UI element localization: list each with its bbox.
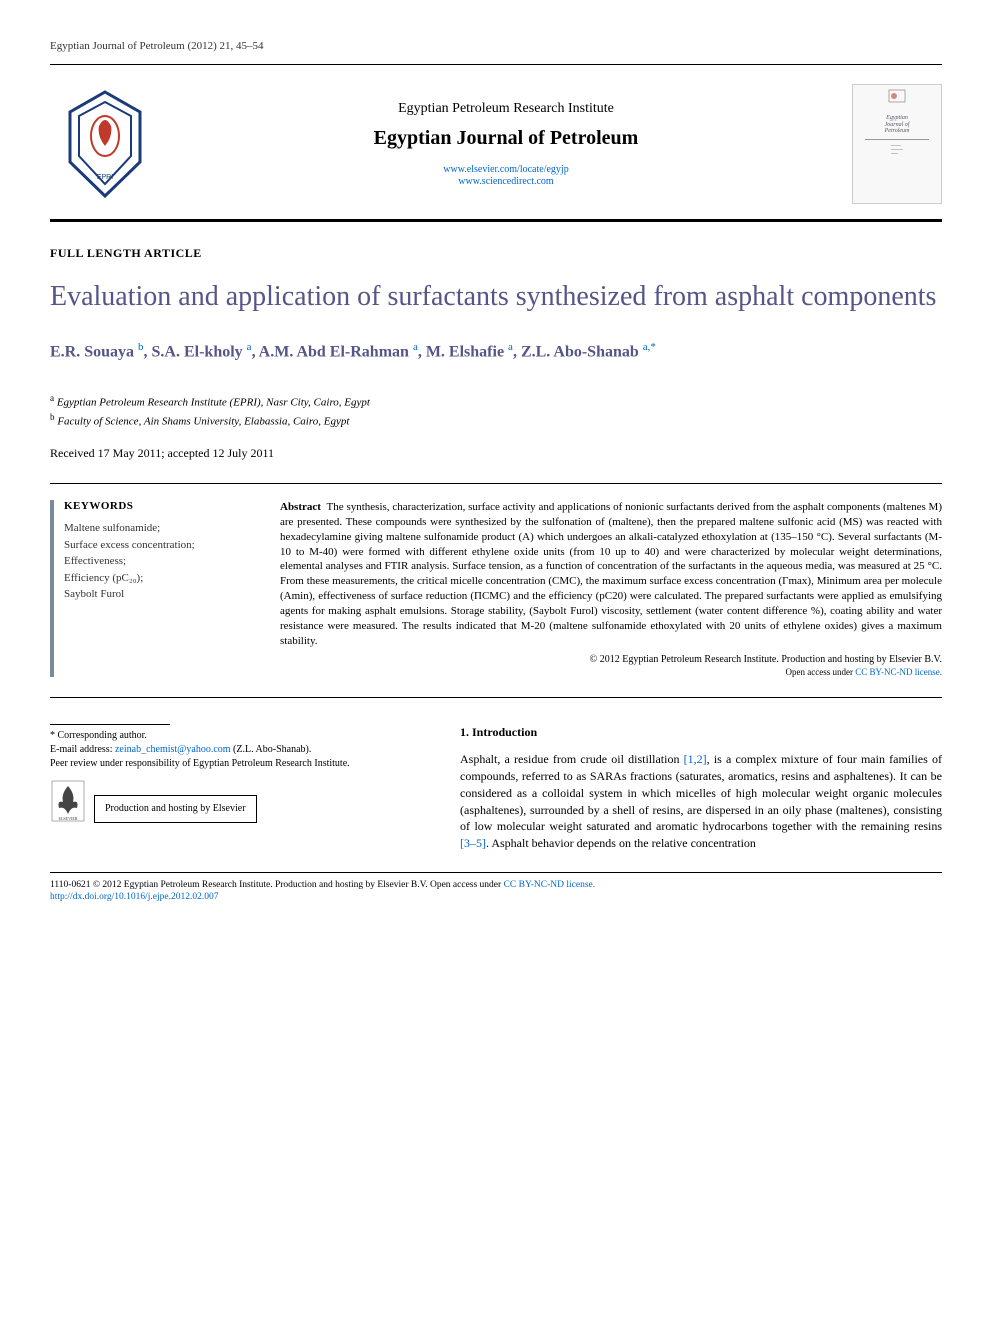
keywords-heading: KEYWORDS xyxy=(64,500,250,512)
journal-url-1[interactable]: www.elsevier.com/locate/egyjp xyxy=(178,164,834,175)
keywords-column: KEYWORDS Maltene sulfonamide;Surface exc… xyxy=(50,500,250,677)
journal-urls: www.elsevier.com/locate/egyjp www.scienc… xyxy=(178,164,834,187)
keywords-list: Maltene sulfonamide;Surface excess conce… xyxy=(64,520,250,603)
abstract-label: Abstract xyxy=(280,501,321,513)
cover-line-2: Journal of xyxy=(885,122,910,128)
ref-link-2[interactable]: [3–5] xyxy=(460,836,486,850)
journal-url-2[interactable]: www.sciencedirect.com xyxy=(178,176,834,187)
affiliations: a Egyptian Petroleum Research Institute … xyxy=(50,392,942,430)
bottom-section: * Corresponding author. E-mail address: … xyxy=(50,724,942,852)
license-link[interactable]: CC BY-NC-ND license. xyxy=(855,667,942,677)
epri-logo: EPRI xyxy=(50,79,160,209)
abstract-text: Abstract The synthesis, characterization… xyxy=(280,500,942,648)
peer-review-note: Peer review under responsibility of Egyp… xyxy=(50,757,430,771)
corresponding-email-line: E-mail address: zeinab_chemist@yahoo.com… xyxy=(50,743,430,757)
running-head: Egyptian Journal of Petroleum (2012) 21,… xyxy=(50,40,942,52)
corresponding-email[interactable]: zeinab_chemist@yahoo.com xyxy=(115,744,231,755)
footer-license-link[interactable]: CC BY-NC-ND license. xyxy=(504,880,596,890)
cover-line-3: Petroleum xyxy=(885,128,910,134)
abstract-license: Open access under CC BY-NC-ND license. xyxy=(280,667,942,677)
journal-title: Egyptian Journal of Petroleum xyxy=(178,127,834,150)
abstract-row: KEYWORDS Maltene sulfonamide;Surface exc… xyxy=(50,500,942,677)
thick-rule xyxy=(50,219,942,222)
svg-text:EPRI: EPRI xyxy=(97,174,113,181)
svg-text:ELSEVIER: ELSEVIER xyxy=(59,816,78,821)
authors-list: E.R. Souaya b, S.A. El-kholy a, A.M. Abd… xyxy=(50,340,942,364)
introduction-body: Asphalt, a residue from crude oil distil… xyxy=(460,751,942,852)
header-center: Egyptian Petroleum Research Institute Eg… xyxy=(178,101,834,188)
footer-text: 1110-0621 © 2012 Egyptian Petroleum Rese… xyxy=(50,879,942,904)
thin-rule-1 xyxy=(50,483,942,484)
hosting-text: Production and hosting by Elsevier xyxy=(105,802,246,816)
journal-cover-thumbnail: Egyptian Journal of Petroleum ━━━━━━━━━━… xyxy=(852,84,942,204)
top-rule xyxy=(50,64,942,65)
affiliation-b: Faculty of Science, Ain Shams University… xyxy=(57,416,349,428)
corresponding-block: * Corresponding author. E-mail address: … xyxy=(50,724,430,852)
abstract-body: The synthesis, characterization, surface… xyxy=(280,501,942,647)
introduction-column: 1. Introduction Asphalt, a residue from … xyxy=(460,724,942,852)
cover-line-1: Egyptian xyxy=(886,115,908,121)
journal-header: EPRI Egyptian Petroleum Research Institu… xyxy=(50,79,942,209)
corr-rule xyxy=(50,724,170,725)
institute-name: Egyptian Petroleum Research Institute xyxy=(178,101,834,117)
footer-rule xyxy=(50,872,942,873)
abstract-copyright: © 2012 Egyptian Petroleum Research Insti… xyxy=(280,654,942,665)
paper-title: Evaluation and application of surfactant… xyxy=(50,279,942,314)
article-dates: Received 17 May 2011; accepted 12 July 2… xyxy=(50,446,942,461)
ref-link-1[interactable]: [1,2] xyxy=(684,752,707,766)
introduction-heading: 1. Introduction xyxy=(460,724,942,741)
hosting-box: Production and hosting by Elsevier xyxy=(94,795,257,823)
doi-link[interactable]: http://dx.doi.org/10.1016/j.ejpe.2012.02… xyxy=(50,892,218,902)
abstract-column: Abstract The synthesis, characterization… xyxy=(280,500,942,677)
elsevier-logo: ELSEVIER xyxy=(50,779,86,823)
corresponding-author: * Corresponding author. xyxy=(50,729,430,743)
thin-rule-2 xyxy=(50,697,942,698)
article-type: FULL LENGTH ARTICLE xyxy=(50,246,942,261)
affiliation-a: Egyptian Petroleum Research Institute (E… xyxy=(57,396,370,408)
